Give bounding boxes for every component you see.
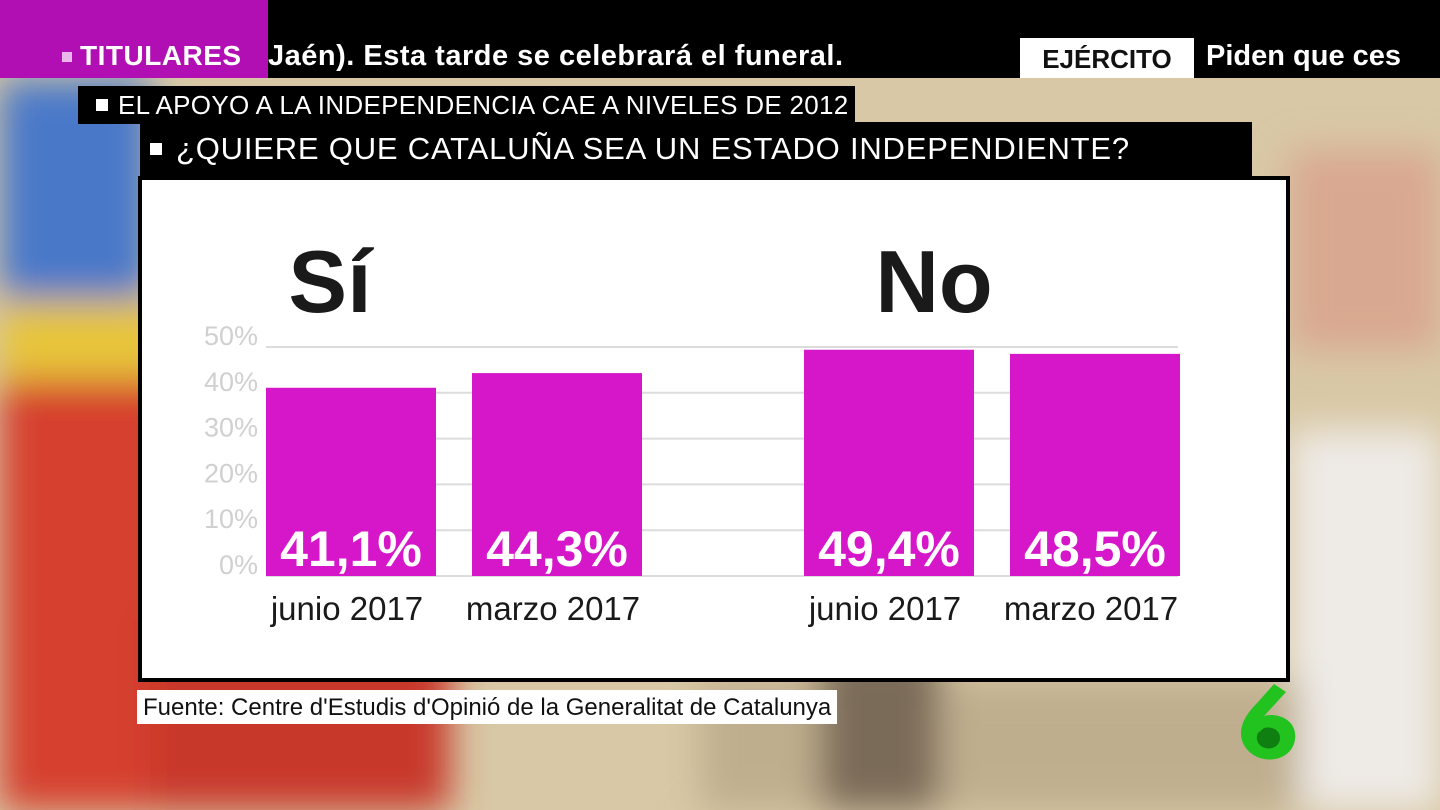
headline-text: EL APOYO A LA INDEPENDENCIA CAE A NIVELE… xyxy=(118,90,849,120)
x-category-label: junio 2017 xyxy=(270,590,423,627)
bar xyxy=(1010,353,1180,576)
bullet-icon xyxy=(150,142,162,155)
headline-bar: EL APOYO A LA INDEPENDENCIA CAE A NIVELE… xyxy=(78,86,855,124)
y-tick-label: 40% xyxy=(204,367,258,397)
y-tick-label: 10% xyxy=(204,504,258,534)
bullet-icon xyxy=(96,99,108,112)
bar-value-label: 44,3% xyxy=(486,521,628,577)
group-title: Sí xyxy=(288,232,374,331)
bar-chart: 50% 40% 30% 20% 10% 0% Sí 41,1% junio 2017 44,3% m… xyxy=(204,232,1180,627)
bar xyxy=(266,387,436,576)
ticker-text-2: Piden que ces xyxy=(1206,40,1402,72)
y-tick-label: 0% xyxy=(219,550,258,580)
question-text: ¿QUIERE QUE CATALUÑA SEA UN ESTADO INDEP… xyxy=(176,131,1130,166)
chart-panel: 50% 40% 30% 20% 10% 0% Sí 41,1% junio 2017 44,3% m… xyxy=(138,176,1290,682)
bar-value-label: 48,5% xyxy=(1024,521,1166,577)
bar xyxy=(804,349,974,576)
bar-value-label: 41,1% xyxy=(280,521,422,577)
la-sexta-logo xyxy=(1240,684,1296,760)
x-category-label: marzo 2017 xyxy=(1004,590,1178,627)
bar-value-label: 49,4% xyxy=(818,521,960,577)
x-category-label: marzo 2017 xyxy=(466,590,640,627)
news-ticker: TITULARES Jaén). Esta tarde se celebrará… xyxy=(0,0,1440,78)
x-category-label: junio 2017 xyxy=(808,590,961,627)
ticker-section-tag: TITULARES xyxy=(0,0,268,78)
bar xyxy=(472,373,642,576)
source-caption: Fuente: Centre d'Estudis d'Opinió de la … xyxy=(137,690,838,724)
y-tick-label: 30% xyxy=(204,413,258,443)
y-tick-label: 20% xyxy=(204,458,258,488)
question-bar: ¿QUIERE QUE CATALUÑA SEA UN ESTADO INDEP… xyxy=(140,122,1252,176)
group-title: No xyxy=(875,232,992,331)
ticker-bullet-icon xyxy=(62,52,72,62)
ticker-section-label: TITULARES xyxy=(80,40,242,71)
ticker-section-tag-2: EJÉRCITO xyxy=(1020,38,1194,78)
ticker-text: Jaén). Esta tarde se celebrará el funera… xyxy=(268,40,844,72)
y-tick-label: 50% xyxy=(204,321,258,351)
